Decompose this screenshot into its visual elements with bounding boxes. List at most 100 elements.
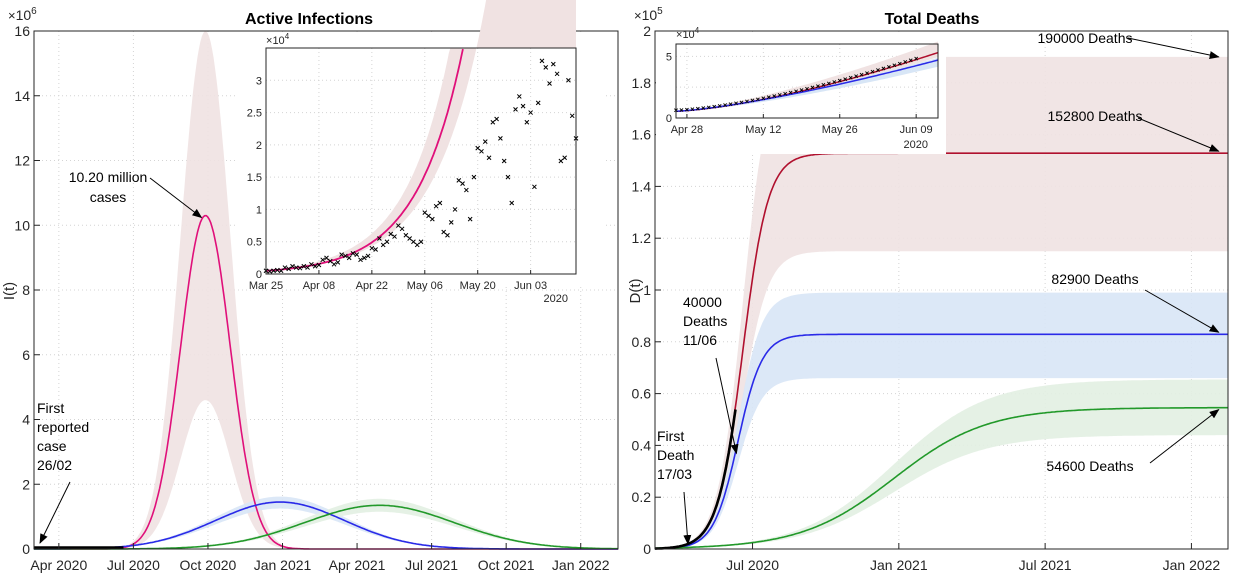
right-inset-data-point xyxy=(870,69,875,74)
right-inset-data-point xyxy=(897,61,902,66)
left-inset-data-point xyxy=(543,65,549,70)
left-inset-y-tick-label: 2 xyxy=(256,140,262,152)
left-inset-data-point xyxy=(331,261,337,267)
left-inset-x-tick-label: May 20 xyxy=(460,280,496,292)
left-y-axis-label: I(t) xyxy=(1,282,18,300)
left-x-tick-label: Jan 2022 xyxy=(552,557,610,573)
left-inset-data-point xyxy=(441,229,447,235)
left-inset-y-tick-label: 0 xyxy=(256,269,262,281)
right-inset-data-point xyxy=(788,90,793,95)
right-inset-data-point xyxy=(717,103,722,108)
right-inset-data-point xyxy=(750,98,755,103)
left-inset-data-point xyxy=(520,103,526,109)
right-x-tick-label: Jan 2022 xyxy=(1163,557,1221,573)
left-y-tick-label: 14 xyxy=(14,88,30,104)
left-y-tick-label: 0 xyxy=(22,541,30,557)
right-inset-data-point xyxy=(783,91,788,96)
left-inset-data-point xyxy=(513,106,518,112)
left-inset-x-tick-label: Apr 22 xyxy=(356,280,388,292)
left-inset-data-point xyxy=(471,174,477,180)
right-x-ticks: Jul 2020 Jan 2021 Jul 2021 Jan 2022 xyxy=(726,543,1220,573)
left-inset-x-tick-label: Jun 03 xyxy=(514,280,547,292)
left-y-tick-label: 8 xyxy=(22,282,30,298)
right-inset-data-point xyxy=(728,102,733,107)
left-inset-data-point xyxy=(475,145,481,151)
left-inset-data-point xyxy=(316,262,322,268)
right-inset-axes-box xyxy=(675,43,939,119)
active-infections-panel: Active Infections ×106 I(t) 024681012141… xyxy=(1,0,619,573)
left-band-0 xyxy=(34,31,618,549)
right-series-line-2 xyxy=(655,406,1228,549)
right-y-tick-label: 1.6 xyxy=(632,127,652,143)
right-band-1 xyxy=(655,292,1228,549)
right-y-tick-label: 1.2 xyxy=(632,230,652,246)
left-inset-data-point xyxy=(365,253,371,259)
right-inset-data-point xyxy=(695,106,700,111)
right-inset-data-point xyxy=(892,63,897,68)
left-inset-y-tick-label: 0.5 xyxy=(247,237,262,249)
left-inset-data-point xyxy=(562,155,568,161)
right-annotation-152800-arrow xyxy=(1137,117,1220,152)
right-inset-data-point xyxy=(761,96,766,101)
left-inset-data-point xyxy=(305,265,310,270)
left-inset-data-points xyxy=(263,58,579,274)
right-inset-data-point xyxy=(832,80,837,84)
left-inset-data-point xyxy=(293,265,299,270)
right-inset-data-point xyxy=(810,85,815,90)
left-inset-data-point xyxy=(399,226,405,232)
left-inset-data-point xyxy=(479,148,484,154)
left-inset-data-point xyxy=(535,100,541,106)
right-inset-data-point xyxy=(848,75,853,80)
right-inset-line-blue xyxy=(675,59,939,112)
right-inset-lines xyxy=(674,51,939,113)
left-y-tick-label: 6 xyxy=(22,347,30,363)
right-y-ticks: 0 0.2 0.4 0.6 0.8 1 1.2 1.4 1.6 1.8 2 xyxy=(632,23,661,557)
right-inset-y-tick-label: 0 xyxy=(666,113,672,125)
left-inset-data-point xyxy=(377,236,382,241)
left-inset-data-point xyxy=(467,216,473,222)
left-inset-data-point xyxy=(456,178,462,183)
right-inset-data-point xyxy=(766,95,771,100)
left-inset-data-point xyxy=(271,268,276,274)
left-x-tick-label: Oct 2020 xyxy=(180,557,237,573)
left-inset-data-point xyxy=(361,255,367,261)
right-inset-data-point xyxy=(734,101,738,106)
left-inset-data-point xyxy=(498,136,503,141)
left-y-tick-label: 2 xyxy=(22,476,30,492)
left-inset-data-point xyxy=(327,258,333,264)
left-inset-data-point xyxy=(501,158,507,164)
left-x-ticks: Apr 2020 Jul 2020 Oct 2020 Jan 2021 Apr 2021… xyxy=(30,543,610,573)
left-x-tick-label: Jul 2021 xyxy=(405,557,458,573)
left-inset-data-point xyxy=(566,77,571,83)
right-inset-y-ticks: 05 xyxy=(666,51,672,125)
right-annotation-152800: 152800 Deaths xyxy=(1048,108,1143,124)
right-band-0 xyxy=(655,56,1228,549)
right-inset-x-tick-label: Apr 28 xyxy=(671,124,703,136)
left-inset-data-point xyxy=(482,139,488,144)
right-annotation-82900-arrow xyxy=(1144,289,1220,333)
left-inset-data-point xyxy=(414,242,420,248)
left-inset-data-point xyxy=(350,250,356,256)
left-inset-data-point xyxy=(429,216,435,222)
left-y-tick-label: 10 xyxy=(14,217,30,233)
left-inset-data-point xyxy=(354,252,360,257)
right-y-tick-label: 1.8 xyxy=(632,75,652,91)
right-annotation-54600: 54600 Deaths xyxy=(1046,458,1133,474)
right-confidence-bands xyxy=(655,56,1228,549)
right-y-tick-label: 2 xyxy=(643,23,651,39)
left-inset-data-point xyxy=(286,266,292,272)
left-inset-data-point xyxy=(558,158,564,164)
right-inset-data-point xyxy=(755,97,760,102)
left-inset-data-point xyxy=(301,263,307,269)
right-annotation-40000: 40000 Deaths 11/06 xyxy=(683,294,727,348)
left-inset-data-point xyxy=(297,265,303,271)
left-inset-data-point xyxy=(516,94,522,99)
left-x-tick-label: Apr 2021 xyxy=(329,557,386,573)
left-inset-data-point xyxy=(554,71,560,77)
right-inset-data-point xyxy=(908,58,913,63)
left-inset-y-tick-label: 1 xyxy=(256,204,262,216)
right-annotation-190000-arrow xyxy=(1127,37,1220,59)
left-inset-data-point xyxy=(358,257,363,263)
right-inset-data-point xyxy=(805,86,809,91)
